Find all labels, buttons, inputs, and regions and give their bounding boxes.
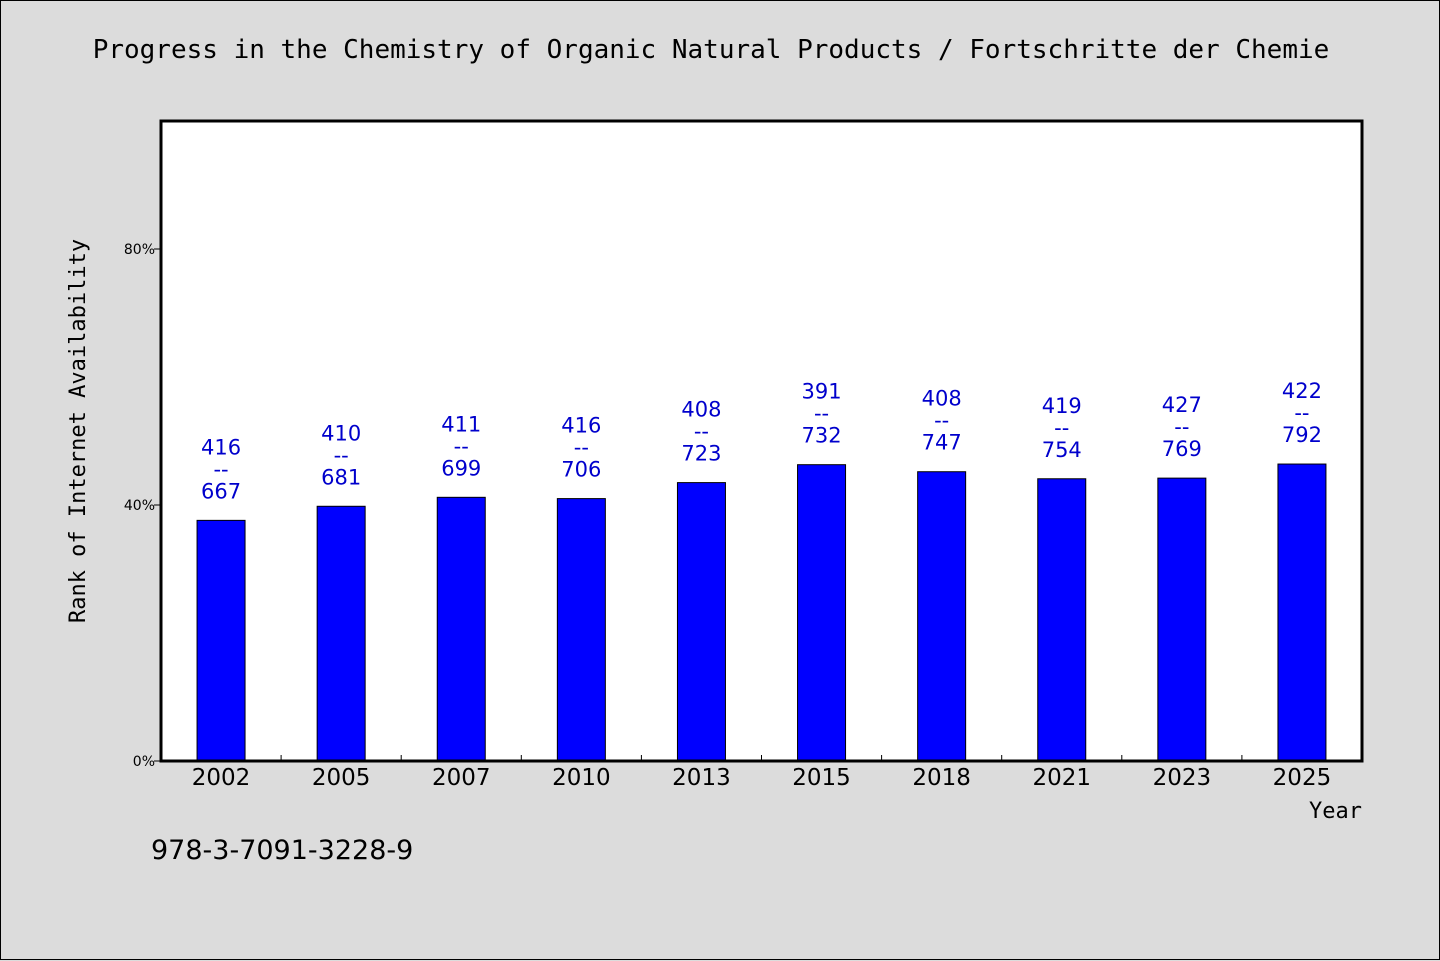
x-tick-label: 2005 [312,765,371,791]
bar-separator-label: -- [1174,415,1189,439]
bar-rank-label: 422 [1282,379,1322,403]
bar-rank-label: 419 [1042,394,1082,418]
bar-total-label: 792 [1282,423,1322,447]
y-tick-label: 80% [124,242,155,258]
bar-rank-label: 410 [321,421,361,445]
bar-rank-label: 408 [681,398,721,422]
x-tick-label: 2018 [912,765,971,791]
y-tick-label: 0% [133,754,155,770]
bar-separator-label: -- [814,402,829,426]
bar-total-label: 732 [802,424,842,448]
bar [436,496,486,762]
x-tick-label: 2007 [432,765,491,791]
bar-separator-label: -- [694,420,709,444]
bar-total-label: 706 [561,458,601,482]
bar-separator-label: -- [213,457,228,481]
bar-total-label: 723 [681,442,721,466]
bar-total-label: 681 [321,465,361,489]
bar-total-label: 754 [1042,438,1082,462]
x-tick-label: 2013 [672,765,731,791]
x-tick-label: 2002 [192,765,251,791]
bar-total-label: 667 [201,479,241,503]
y-axis-label: Rank of Internet Availability [66,239,91,623]
bar [196,519,246,762]
bar [1277,463,1327,762]
bar-separator-label: -- [1054,416,1069,440]
x-tick-label: 2010 [552,765,611,791]
x-tick-label: 2023 [1153,765,1212,791]
bar-total-label: 747 [922,431,962,455]
bar-separator-label: -- [334,443,349,467]
bar [1037,478,1087,762]
plot-border [159,119,1364,763]
isbn-identifier: 978-3-7091-3228-9 [151,835,414,866]
bar-separator-label: -- [454,434,469,458]
bar-rank-label: 416 [201,435,241,459]
bar-separator-label: -- [1294,401,1309,425]
bar-separator-label: -- [574,436,589,460]
bar-rank-label: 427 [1162,393,1202,417]
y-tick-label: 40% [124,498,155,514]
x-tick-label: 2021 [1032,765,1091,791]
bar-rank-label: 416 [561,414,601,438]
bar [917,471,967,762]
bar-rank-label: 408 [922,387,962,411]
bar-separator-label: -- [934,409,949,433]
chart-title: Progress in the Chemistry of Organic Nat… [92,35,1330,65]
bar-rank-label: 411 [441,412,481,436]
bar [556,498,606,762]
bar-total-label: 699 [441,456,481,480]
bar-rank-label: 391 [802,380,842,404]
bar [316,505,366,762]
bar [1157,477,1207,762]
x-tick-label: 2025 [1273,765,1332,791]
x-tick-label: 2015 [792,765,851,791]
bar [797,464,847,762]
bar [676,482,726,762]
bar-total-label: 769 [1162,437,1202,461]
x-axis-label: Year [1309,799,1362,824]
